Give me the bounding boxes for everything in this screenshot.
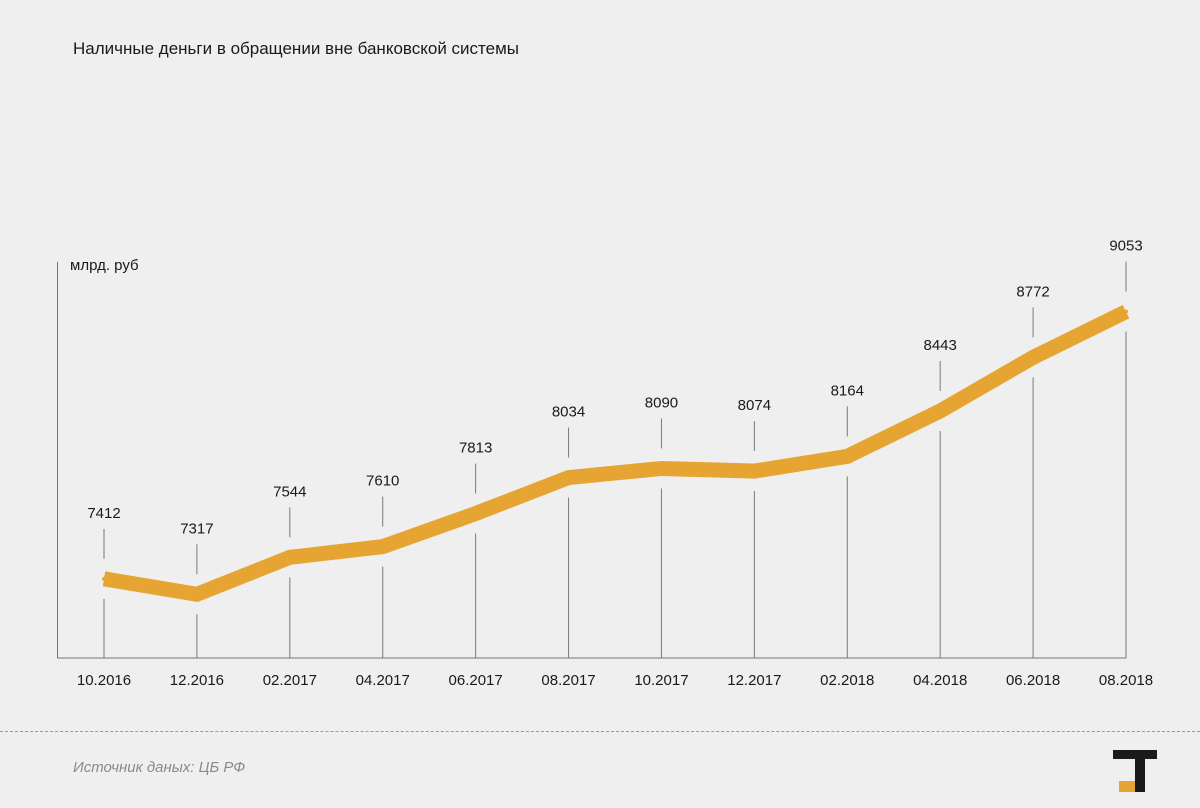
guide-lines xyxy=(103,261,1127,658)
data-point xyxy=(1031,355,1036,360)
value-label: 7610 xyxy=(366,473,399,490)
x-tick-label: 06.2017 xyxy=(449,672,503,689)
value-label: 9053 xyxy=(1109,238,1142,255)
data-point xyxy=(845,454,850,459)
x-tick-label: 04.2018 xyxy=(913,672,967,689)
data-point xyxy=(287,555,292,560)
value-labels: 7412 7317 7544 7610 7813 8034 8090 8074 8164 8443… xyxy=(87,238,1142,538)
data-point xyxy=(380,544,385,549)
x-tick-label: 08.2018 xyxy=(1099,672,1153,689)
data-point xyxy=(659,466,664,471)
logo-accent xyxy=(1119,781,1135,792)
footer-divider xyxy=(0,731,1200,732)
data-point xyxy=(194,592,199,597)
x-tick-label: 12.2016 xyxy=(170,672,224,689)
data-point xyxy=(102,576,106,581)
x-tick-label: 02.2018 xyxy=(820,672,874,689)
data-point xyxy=(566,475,571,480)
x-tick-label: 10.2016 xyxy=(77,672,131,689)
x-tick-label: 02.2017 xyxy=(263,672,317,689)
data-point xyxy=(1124,309,1128,314)
x-tick-labels: 10.2016 12.2016 02.2017 04.2017 06.2017 08.20… xyxy=(77,672,1153,689)
value-label: 8034 xyxy=(552,404,585,421)
value-label: 7813 xyxy=(459,440,492,457)
y-axis-line xyxy=(57,262,58,658)
series-group xyxy=(102,304,1130,603)
source-note: Источник даных: ЦБ РФ xyxy=(73,759,246,776)
value-label: 8090 xyxy=(645,394,678,411)
data-point xyxy=(473,511,478,516)
value-label: 7412 xyxy=(87,505,120,522)
value-label: 8443 xyxy=(923,337,956,354)
series-line xyxy=(102,304,1130,603)
data-point xyxy=(938,408,943,413)
x-tick-label: 06.2018 xyxy=(1006,672,1060,689)
x-tick-label: 04.2017 xyxy=(356,672,410,689)
x-tick-label: 08.2017 xyxy=(541,672,595,689)
line-chart: 7412 7317 7544 7610 7813 8034 8090 8074 8164 8443… xyxy=(57,238,1153,689)
value-label: 7544 xyxy=(273,483,306,500)
x-tick-label: 12.2017 xyxy=(727,672,781,689)
value-label: 8772 xyxy=(1016,283,1049,300)
chart-title: Наличные деньги в обращении вне банковск… xyxy=(73,39,520,58)
logo-stem xyxy=(1135,750,1145,792)
value-label: 8074 xyxy=(738,397,771,414)
value-label: 8164 xyxy=(831,382,864,399)
y-axis-unit-label: млрд. руб xyxy=(70,257,139,274)
publisher-logo-icon xyxy=(1113,750,1157,792)
data-point xyxy=(752,469,757,474)
value-label: 7317 xyxy=(180,520,213,537)
x-tick-label: 10.2017 xyxy=(634,672,688,689)
